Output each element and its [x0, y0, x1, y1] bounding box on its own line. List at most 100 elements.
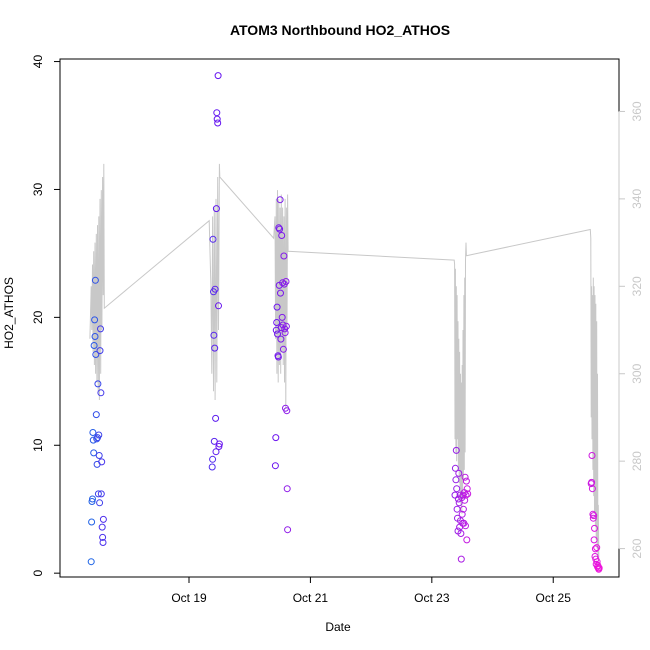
data-point: [451, 464, 459, 472]
x-tick-label: Oct 25: [536, 591, 572, 605]
data-point: [91, 276, 99, 284]
data-point: [211, 285, 219, 293]
data-point: [96, 347, 104, 355]
data-point: [277, 335, 285, 343]
data-point: [457, 530, 465, 537]
data-point: [461, 496, 469, 504]
data-point: [590, 512, 598, 520]
y2-tick-label: 320: [630, 276, 644, 296]
data-point: [457, 555, 465, 563]
y-axis-label: HO2_ATHOS: [2, 277, 16, 349]
data-point: [277, 289, 284, 297]
data-point: [278, 232, 286, 239]
data-point: [213, 109, 221, 117]
data-point: [463, 485, 471, 493]
data-point: [271, 462, 279, 470]
data-point: [274, 353, 282, 361]
data-point: [208, 463, 216, 471]
data-point: [92, 351, 100, 358]
data-point: [97, 490, 105, 498]
data-point: [274, 330, 281, 338]
y2-tick-label: 280: [630, 451, 644, 471]
y2-tick-label: 360: [630, 101, 644, 121]
data-point: [591, 524, 598, 532]
data-point: [451, 491, 459, 499]
data-point: [273, 303, 281, 311]
secondary-series-line: [89, 163, 600, 558]
data-point: [278, 313, 286, 321]
y-tick-label: 0: [31, 570, 45, 577]
data-point: [452, 476, 460, 484]
data-point: [272, 434, 280, 442]
data-point: [94, 380, 102, 388]
data-point: [99, 533, 107, 541]
data-point: [213, 115, 221, 123]
data-point: [215, 440, 223, 448]
data-point: [209, 455, 217, 463]
data-point: [453, 485, 461, 493]
data-point: [275, 224, 283, 232]
data-point: [96, 499, 104, 507]
data-point: [462, 522, 469, 530]
data-point: [91, 316, 99, 324]
data-point: [461, 473, 469, 481]
data-point: [589, 514, 597, 522]
data-point: [463, 536, 471, 544]
data-point: [281, 329, 289, 337]
data-point: [92, 411, 100, 419]
data-point: [462, 491, 470, 499]
x-tick-label: Oct 23: [414, 591, 450, 605]
y-tick-label: 20: [31, 310, 45, 324]
data-point: [98, 523, 106, 531]
x-axis: Oct 19 Oct 21 Oct 23 Oct 25: [171, 576, 572, 605]
data-point: [215, 443, 223, 450]
data-point: [464, 490, 472, 498]
data-point: [214, 119, 222, 127]
data-point: [99, 539, 107, 546]
data-point: [215, 302, 222, 310]
data-point: [282, 322, 290, 330]
data-point: [590, 536, 598, 544]
data-point: [283, 485, 291, 493]
data-point: [452, 446, 460, 454]
x-tick-label: Oct 19: [171, 591, 207, 605]
data-point: [94, 490, 102, 498]
y-axis: 0 10 20 30 40: [31, 55, 61, 577]
data-point: [88, 518, 96, 526]
data-point: [455, 469, 463, 477]
x-axis-label: Date: [325, 620, 351, 634]
data-point: [458, 510, 466, 518]
data-point: [212, 414, 220, 422]
chart-title: ATOM3 Northbound HO2_ATHOS: [230, 22, 450, 38]
data-point: [95, 452, 103, 459]
y2-tick-label: 340: [630, 189, 644, 209]
data-point: [282, 278, 290, 285]
data-point: [459, 505, 467, 513]
data-point: [97, 389, 105, 397]
data-point: [93, 435, 101, 443]
data-point: [593, 544, 601, 552]
data-point: [90, 449, 98, 457]
data-point: [279, 279, 287, 287]
data-point: [98, 458, 106, 466]
plot-frame: [59, 58, 620, 578]
data-point: [591, 545, 599, 553]
data-point: [88, 498, 96, 505]
y-tick-label: 30: [31, 182, 45, 196]
data-point: [87, 558, 95, 566]
data-point: [90, 342, 98, 349]
data-point: [284, 526, 292, 534]
data-point: [214, 72, 222, 80]
secondary-line-layer: [89, 163, 600, 558]
data-point: [280, 252, 288, 260]
data-point: [89, 495, 96, 503]
data-point: [89, 429, 97, 436]
data-point: [595, 564, 603, 572]
data-point: [91, 333, 99, 340]
x-tick-label: Oct 21: [293, 591, 329, 605]
data-point: [283, 407, 291, 415]
y2-tick-label: 260: [630, 538, 644, 558]
data-point: [99, 515, 107, 523]
data-point: [279, 321, 287, 329]
data-point: [589, 510, 597, 518]
